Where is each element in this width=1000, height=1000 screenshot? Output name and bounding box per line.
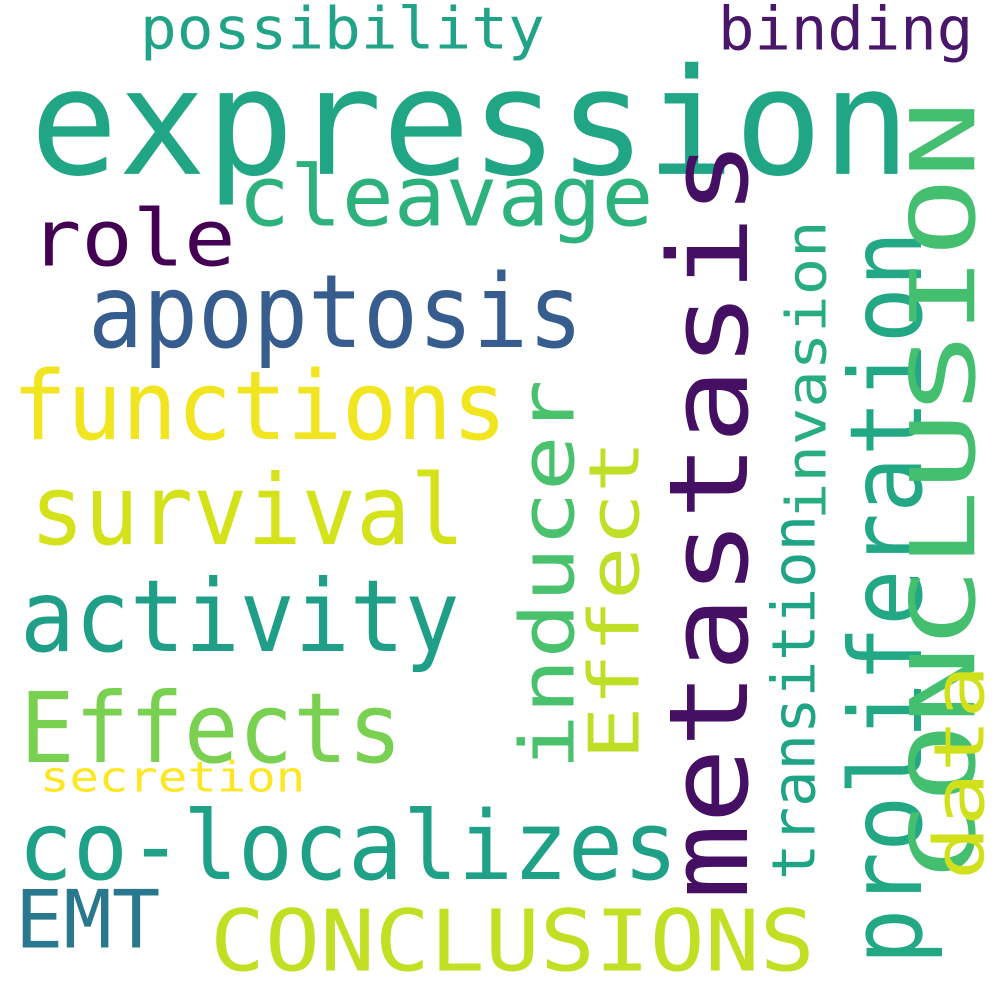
- word-data: data: [918, 664, 1000, 880]
- word-binding: binding: [718, 0, 974, 65]
- word-effects: Effects: [20, 671, 403, 786]
- word-co-localizes: co-localizes: [18, 791, 679, 903]
- word-transition: transition: [759, 514, 830, 880]
- word-effect: Effect: [573, 439, 656, 760]
- word-invasion: invasion: [775, 220, 840, 520]
- word-possibility: possibility: [140, 0, 545, 63]
- word-activity: activity: [20, 559, 460, 676]
- word-role: role: [30, 193, 236, 285]
- word-survival: survival: [30, 453, 465, 568]
- word-cleavage: cleavage: [238, 147, 654, 246]
- word-metastasis: metastasis: [645, 139, 774, 900]
- word-emt: EMT: [15, 872, 161, 967]
- word-secretion: secretion: [40, 753, 306, 803]
- word-conclusions: CONCLUSIONS: [210, 892, 815, 992]
- word-expression: expression: [30, 37, 911, 210]
- word-functions: functions: [12, 351, 508, 463]
- word-apoptosis: apoptosis: [88, 252, 583, 372]
